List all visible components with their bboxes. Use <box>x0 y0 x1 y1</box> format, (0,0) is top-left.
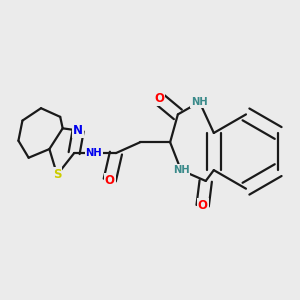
Text: O: O <box>105 173 115 187</box>
Text: S: S <box>53 168 62 181</box>
Text: NH: NH <box>172 165 189 175</box>
Text: O: O <box>198 199 208 212</box>
Text: NH: NH <box>191 97 208 107</box>
Text: NH: NH <box>191 97 208 107</box>
Text: N: N <box>73 124 83 137</box>
Text: NH: NH <box>85 148 102 158</box>
Text: NH: NH <box>172 165 189 175</box>
Text: O: O <box>154 92 164 105</box>
